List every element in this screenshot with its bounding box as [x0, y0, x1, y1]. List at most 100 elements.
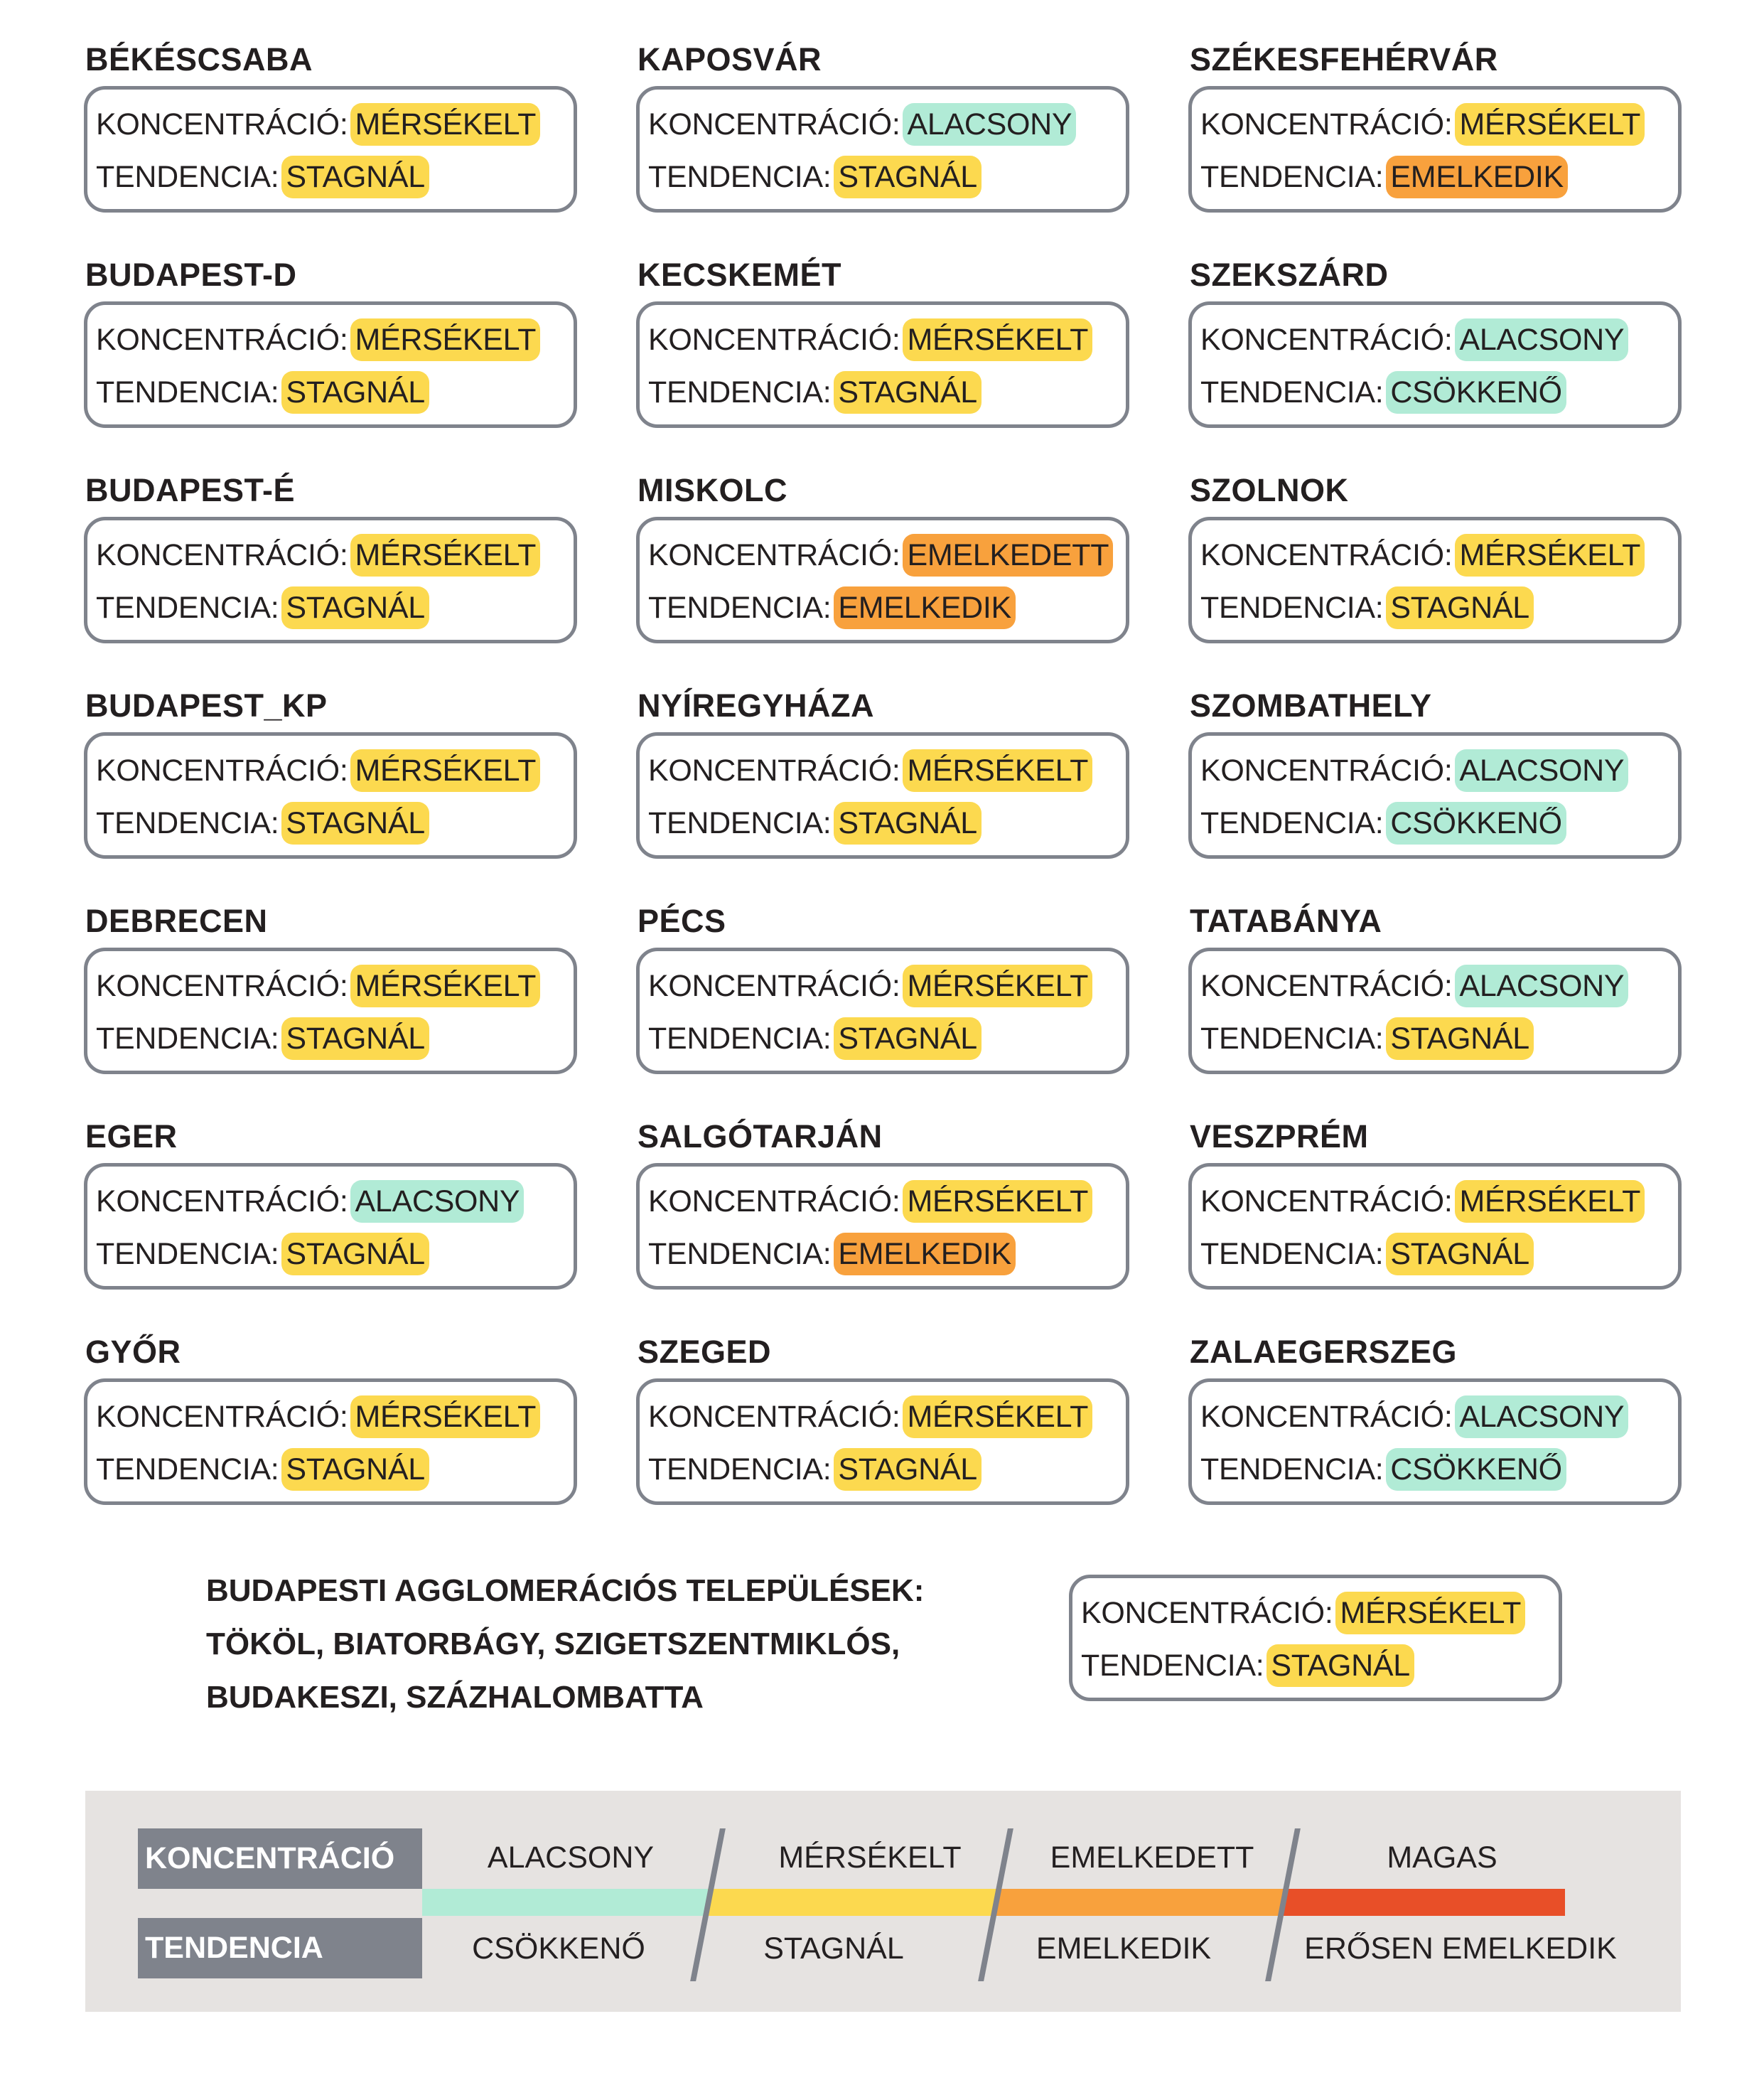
concentration-badge: MÉRSÉKELT: [350, 534, 541, 577]
concentration-badge: ALACSONY: [1455, 965, 1629, 1007]
city-card: KONCENTRÁCIÓ: MÉRSÉKELT TENDENCIA: STAGNÁL: [84, 301, 577, 428]
trend-badge: STAGNÁL: [834, 1017, 982, 1060]
trend-badge: STAGNÁL: [834, 1448, 982, 1491]
city-panel: BÉKÉSCSABA KONCENTRÁCIÓ: MÉRSÉKELT TENDEN…: [84, 40, 636, 255]
trend-label: TENDENCIA:: [96, 1452, 279, 1486]
concentration-label: KONCENTRÁCIÓ:: [1081, 1596, 1333, 1630]
concentration-label: KONCENTRÁCIÓ:: [96, 538, 348, 572]
city-card: KONCENTRÁCIÓ: EMELKEDETT TENDENCIA: EMELKE…: [636, 517, 1129, 643]
city-card: KONCENTRÁCIÓ: MÉRSÉKELT TENDENCIA: EMELKED…: [1188, 86, 1682, 213]
city-card: KONCENTRÁCIÓ: ALACSONY TENDENCIA: CSÖKKENŐ: [1188, 732, 1682, 859]
legend-concentration-level: EMELKEDETT: [1050, 1841, 1254, 1875]
city-name: PÉCS: [638, 903, 726, 939]
city-panel: VESZPRÉM KONCENTRÁCIÓ: MÉRSÉKELT TENDENCI…: [1188, 1117, 1686, 1332]
city-card: KONCENTRÁCIÓ: MÉRSÉKELT TENDENCIA: STAGNÁL: [84, 948, 577, 1074]
concentration-badge: ALACSONY: [1455, 749, 1629, 792]
city-card: KONCENTRÁCIÓ: ALACSONY TENDENCIA: CSÖKKENŐ: [1188, 301, 1682, 428]
concentration-badge: MÉRSÉKELT: [903, 318, 1093, 361]
legend-bar-segment: [1283, 1889, 1565, 1916]
concentration-badge: MÉRSÉKELT: [1335, 1592, 1526, 1634]
city-name: SZOMBATHELY: [1190, 687, 1432, 724]
trend-badge: STAGNÁL: [281, 371, 429, 414]
legend-trend-level: EMELKEDIK: [1036, 1931, 1212, 1966]
city-panel: MISKOLC KONCENTRÁCIÓ: EMELKEDETT TENDENCI…: [636, 471, 1188, 686]
trend-label: TENDENCIA:: [648, 1237, 832, 1271]
trend-label: TENDENCIA:: [96, 375, 279, 409]
trend-badge: CSÖKKENŐ: [1386, 1448, 1566, 1491]
concentration-badge: MÉRSÉKELT: [1455, 534, 1645, 577]
trend-badge: STAGNÁL: [834, 802, 982, 845]
agglomeration-line: TÖKÖL, BIATORBÁGY, SZIGETSZENTMIKLÓS,: [206, 1627, 900, 1661]
trend-badge: STAGNÁL: [834, 371, 982, 414]
legend-concentration-title: KONCENTRÁCIÓ: [138, 1828, 422, 1889]
concentration-badge: MÉRSÉKELT: [350, 318, 541, 361]
city-name: DEBRECEN: [85, 903, 268, 939]
concentration-badge: MÉRSÉKELT: [903, 1180, 1093, 1223]
city-panel: SZEGED KONCENTRÁCIÓ: MÉRSÉKELT TENDENCIA:…: [636, 1332, 1188, 1548]
concentration-label: KONCENTRÁCIÓ:: [648, 323, 900, 357]
city-name: BUDAPEST_KP: [85, 687, 328, 724]
city-card: KONCENTRÁCIÓ: ALACSONY TENDENCIA: STAGNÁL: [636, 86, 1129, 213]
trend-label: TENDENCIA:: [1081, 1649, 1264, 1683]
city-panel: BUDAPEST-É KONCENTRÁCIÓ: MÉRSÉKELT TENDEN…: [84, 471, 636, 686]
trend-badge: STAGNÁL: [281, 156, 429, 198]
concentration-badge: ALACSONY: [903, 103, 1077, 146]
concentration-label: KONCENTRÁCIÓ:: [1200, 969, 1453, 1003]
city-card: KONCENTRÁCIÓ: MÉRSÉKELT TENDENCIA: STAGNÁL: [1188, 1163, 1682, 1290]
city-panel: DEBRECEN KONCENTRÁCIÓ: MÉRSÉKELT TENDENCI…: [84, 901, 636, 1117]
concentration-badge: MÉRSÉKELT: [1455, 1180, 1645, 1223]
concentration-label: KONCENTRÁCIÓ:: [648, 1400, 900, 1434]
concentration-badge: ALACSONY: [1455, 318, 1629, 361]
city-name: BUDAPEST-D: [85, 257, 297, 293]
concentration-label: KONCENTRÁCIÓ:: [96, 1400, 348, 1434]
city-panel: SALGÓTARJÁN KONCENTRÁCIÓ: MÉRSÉKELT TENDE…: [636, 1117, 1188, 1332]
trend-badge: STAGNÁL: [1386, 586, 1534, 629]
trend-badge: EMELKEDIK: [834, 586, 1016, 629]
city-card: KONCENTRÁCIÓ: MÉRSÉKELT TENDENCIA: STAGNÁL: [84, 732, 577, 859]
concentration-label: KONCENTRÁCIÓ:: [1200, 323, 1453, 357]
city-name: BUDAPEST-É: [85, 472, 296, 508]
trend-label: TENDENCIA:: [1200, 1237, 1384, 1271]
trend-label: TENDENCIA:: [648, 1022, 832, 1056]
city-name: SZÉKESFEHÉRVÁR: [1190, 41, 1498, 77]
legend-bar-segment: [422, 1889, 708, 1916]
concentration-label: KONCENTRÁCIÓ:: [1200, 754, 1453, 788]
legend-concentration-level: MÉRSÉKELT: [778, 1841, 962, 1875]
concentration-label: KONCENTRÁCIÓ:: [648, 1184, 900, 1218]
concentration-badge: MÉRSÉKELT: [903, 965, 1093, 1007]
city-card: KONCENTRÁCIÓ: MÉRSÉKELT TENDENCIA: STAGNÁL: [1188, 517, 1682, 643]
trend-label: TENDENCIA:: [96, 1022, 279, 1056]
city-name: VESZPRÉM: [1190, 1118, 1369, 1154]
city-name: SZEKSZÁRD: [1190, 257, 1389, 293]
trend-label: TENDENCIA:: [1200, 591, 1384, 625]
city-name: SZEGED: [638, 1334, 772, 1370]
agglomeration-line: BUDAPESTI AGGLOMERÁCIÓS TELEPÜLÉSEK:: [206, 1573, 925, 1608]
trend-badge: CSÖKKENŐ: [1386, 371, 1566, 414]
city-card: KONCENTRÁCIÓ: MÉRSÉKELT TENDENCIA: STAGNÁL: [636, 732, 1129, 859]
city-panel: PÉCS KONCENTRÁCIÓ: MÉRSÉKELT TENDENCIA: ST…: [636, 901, 1188, 1117]
legend-trend-level: CSÖKKENŐ: [472, 1931, 645, 1966]
city-panel: GYŐR KONCENTRÁCIÓ: MÉRSÉKELT TENDENCIA: ST…: [84, 1332, 636, 1548]
trend-label: TENDENCIA:: [96, 1237, 279, 1271]
city-name: EGER: [85, 1118, 178, 1154]
concentration-label: KONCENTRÁCIÓ:: [648, 969, 900, 1003]
legend: KONCENTRÁCIÓ TENDENCIA ALACSONY CSÖKKENŐ M…: [85, 1791, 1681, 2012]
trend-label: TENDENCIA:: [648, 591, 832, 625]
trend-badge: STAGNÁL: [281, 802, 429, 845]
city-panel: NYÍREGYHÁZA KONCENTRÁCIÓ: MÉRSÉKELT TENDE…: [636, 686, 1188, 901]
trend-label: TENDENCIA:: [1200, 1452, 1384, 1486]
trend-label: TENDENCIA:: [96, 591, 279, 625]
city-name: KAPOSVÁR: [638, 41, 822, 77]
concentration-label: KONCENTRÁCIÓ:: [648, 538, 900, 572]
legend-trend-level: STAGNÁL: [763, 1931, 904, 1966]
city-panel: BUDAPEST_KP KONCENTRÁCIÓ: MÉRSÉKELT TENDE…: [84, 686, 636, 901]
city-card: KONCENTRÁCIÓ: MÉRSÉKELT TENDENCIA: STAGNÁL: [636, 1378, 1129, 1505]
city-name: KECSKEMÉT: [638, 257, 842, 293]
trend-badge: EMELKEDIK: [834, 1233, 1016, 1275]
city-panel: SZOMBATHELY KONCENTRÁCIÓ: ALACSONY TENDEN…: [1188, 686, 1686, 901]
trend-label: TENDENCIA:: [1200, 375, 1384, 409]
concentration-badge: MÉRSÉKELT: [1455, 103, 1645, 146]
concentration-label: KONCENTRÁCIÓ:: [96, 323, 348, 357]
concentration-badge: ALACSONY: [350, 1180, 525, 1223]
trend-label: TENDENCIA:: [1200, 1022, 1384, 1056]
